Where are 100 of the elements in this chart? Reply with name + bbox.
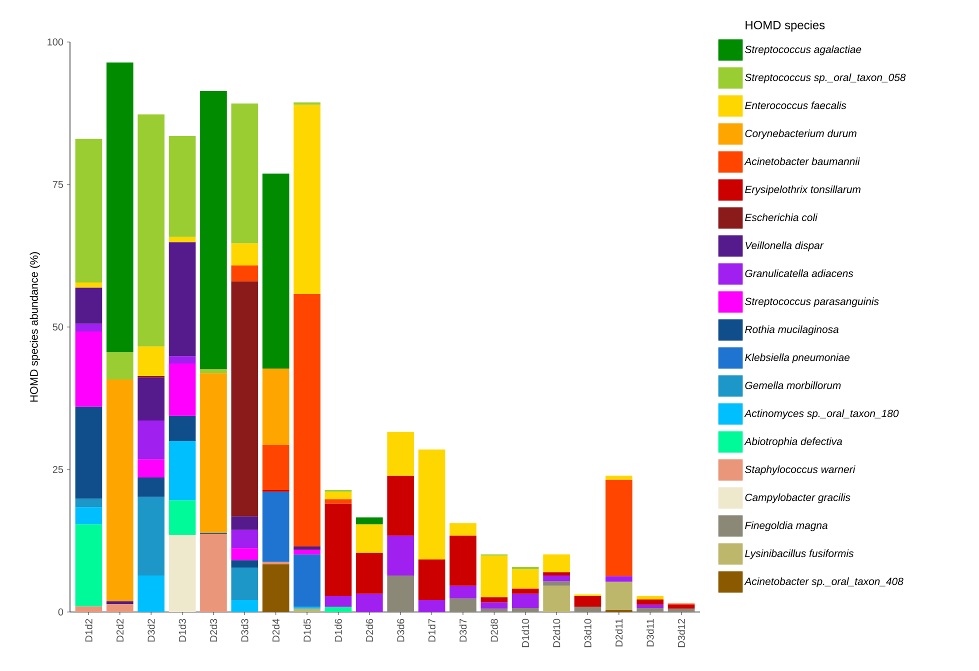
bar <box>106 601 134 604</box>
bar <box>231 548 258 560</box>
bar <box>387 432 414 476</box>
x-tick-label: D3d12 <box>678 619 685 648</box>
bar <box>543 586 570 612</box>
bar <box>512 566 539 570</box>
bar <box>262 444 290 490</box>
x-tick-label: D3d2 <box>147 619 155 642</box>
y-tick-label: 25 <box>52 466 64 474</box>
bar <box>574 596 602 607</box>
bar <box>200 534 227 612</box>
legend-label: Acinetobacter sp._oral_taxon_408 <box>744 577 904 588</box>
bar <box>168 356 196 364</box>
bar <box>512 594 539 608</box>
x-tick-label: D3d10 <box>584 618 592 648</box>
bar <box>480 597 508 602</box>
bar <box>138 114 164 346</box>
legend-label: Escherichia coli <box>745 213 818 222</box>
bar <box>231 600 258 612</box>
x-tick-label: D3d6 <box>396 618 404 642</box>
bar <box>387 476 414 536</box>
bar <box>231 265 258 282</box>
bar <box>480 556 508 598</box>
legend-label: Erysipelothrix tonsillarum <box>745 185 860 196</box>
bar <box>636 604 664 608</box>
bar <box>262 174 290 369</box>
bar <box>75 606 102 612</box>
bar <box>75 507 102 524</box>
bar <box>294 546 320 550</box>
x-tick-label: D1d3 <box>178 618 186 642</box>
bar <box>200 91 227 370</box>
bar <box>231 104 258 244</box>
legend-label: Enterococcus faecalis <box>745 101 846 110</box>
legend-label: Corynebacterium durum <box>745 129 856 140</box>
bar <box>168 535 196 612</box>
bar <box>231 243 258 266</box>
bar <box>168 500 196 536</box>
bar <box>231 516 258 530</box>
legend-label: Klebsiella pneumoniae <box>745 353 850 364</box>
bar <box>668 608 695 612</box>
bar <box>324 499 352 504</box>
bar <box>450 536 476 586</box>
x-tick-label: D2d11 <box>615 619 623 646</box>
bar <box>324 504 352 596</box>
bar <box>450 598 476 612</box>
bar <box>324 492 352 500</box>
x-tick-label: D1d5 <box>303 618 311 642</box>
legend-label: Streptococcus parasanguinis <box>745 297 879 308</box>
bar <box>294 554 320 607</box>
bar <box>75 406 102 499</box>
bar <box>606 582 632 610</box>
y-tick-label: 100 <box>48 38 64 46</box>
bar <box>450 523 476 536</box>
y-tick-label: 75 <box>52 181 64 188</box>
x-tick-label: D3d7 <box>459 619 467 642</box>
bar <box>168 242 196 356</box>
legend-label: Acinetobacter baumannii <box>744 157 860 166</box>
bar <box>106 62 134 352</box>
bar <box>75 498 102 508</box>
legend-label: Campylobacter gracilis <box>745 493 850 504</box>
bar <box>138 576 164 612</box>
bar <box>636 608 664 612</box>
bar <box>200 373 227 533</box>
bar <box>262 564 290 612</box>
bar <box>512 588 539 594</box>
bar <box>543 576 570 582</box>
bar <box>606 480 632 576</box>
legend-label: Actinomyces sp._oral_taxon_180 <box>744 409 899 420</box>
bar <box>324 606 352 612</box>
x-tick-label: D1d7 <box>428 619 436 642</box>
bar <box>262 492 290 562</box>
legend-label: Granulicatella adiacens <box>745 269 854 278</box>
legend-label: Streptococcus agalactiae <box>745 45 862 56</box>
bar <box>106 379 134 602</box>
legend-label: Lysinibacillus fusiformis <box>745 549 854 560</box>
bar <box>512 569 539 589</box>
bar <box>138 378 164 420</box>
bar <box>75 138 102 283</box>
legend-label: Staphylococcus warneri <box>745 465 856 476</box>
bar <box>606 576 632 582</box>
bar <box>418 560 446 600</box>
bar <box>231 281 258 516</box>
x-tick-label: D1d10 <box>522 618 530 648</box>
bar <box>168 416 196 441</box>
bar <box>418 600 446 612</box>
legend-label: Abiotrophia defectiva <box>744 437 842 448</box>
bar <box>262 368 290 445</box>
bar <box>450 586 476 598</box>
legend-label: Gemella morbillorum <box>745 381 841 390</box>
bar <box>294 608 320 612</box>
legend-label: Finegoldia magna <box>745 521 828 532</box>
x-tick-label: D3d3 <box>241 618 248 642</box>
y-tick-label: 50 <box>52 323 64 331</box>
bar <box>356 552 383 594</box>
x-tick-label: D3d11 <box>646 619 654 646</box>
bar <box>294 550 320 554</box>
bar <box>75 324 102 332</box>
y-axis-title: HOMD species abundance (%) <box>30 252 40 402</box>
bar <box>168 236 196 242</box>
legend-label: Rothia mucilaginosa <box>745 325 839 336</box>
